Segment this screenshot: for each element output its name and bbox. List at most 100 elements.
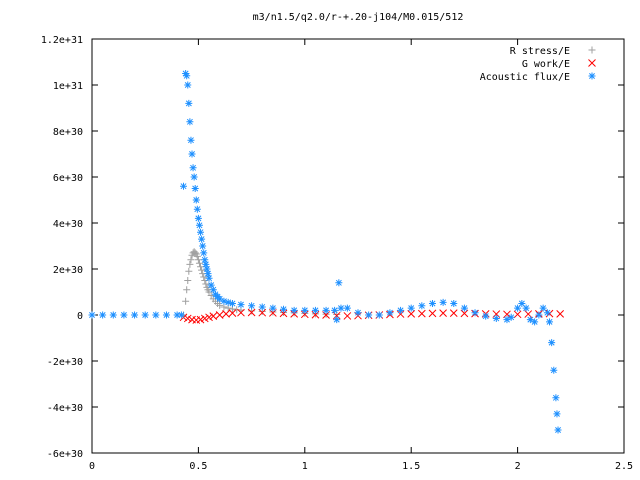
- series-2-point-54: [337, 304, 345, 312]
- series-0-point-15: [197, 263, 205, 271]
- series-0-point-4: [185, 267, 193, 275]
- legend-marker-1: [588, 59, 596, 67]
- series-2-point-75: [526, 316, 534, 324]
- series-0-point-16: [198, 266, 206, 274]
- series-1: [179, 308, 565, 324]
- series-2-point-9: [177, 311, 185, 319]
- x-tick-label-3: 1.5: [402, 461, 420, 472]
- series-2-point-60: [397, 306, 405, 314]
- x-tick-label-5: 2.5: [615, 461, 633, 472]
- series-2-point-34: [207, 281, 215, 289]
- series-2-point-0: [88, 311, 96, 319]
- series-1-point-29: [428, 309, 437, 318]
- series-0-point-18: [200, 273, 208, 281]
- series-2-point-24: [195, 221, 203, 229]
- series-2-point-56: [354, 309, 362, 317]
- series-2-point-49: [311, 306, 319, 314]
- series-1-point-27: [407, 309, 416, 318]
- series-2-point-77: [535, 311, 543, 319]
- series-2-point-55: [343, 304, 351, 312]
- series-2-point-42: [237, 301, 245, 309]
- series-2-point-70: [503, 316, 511, 324]
- series-2-point-78: [539, 304, 547, 312]
- series-2-point-61: [407, 304, 415, 312]
- y-tick-label-5: 4e+30: [53, 219, 83, 230]
- series-1-point-7: [209, 312, 218, 321]
- series-2-point-63: [428, 300, 436, 307]
- series-1-point-28: [417, 309, 426, 318]
- series-0-point-13: [194, 256, 202, 264]
- series-1-point-11: [237, 308, 245, 317]
- series-1-point-32: [460, 309, 469, 318]
- series-2-point-67: [471, 309, 479, 317]
- series-2-point-51: [331, 306, 339, 314]
- series-2-point-27: [199, 242, 207, 250]
- series-1-point-21: [343, 312, 352, 320]
- chart-title: m3/n1.5/q2.0/r-+.20-j104/M0.015/512: [253, 12, 464, 23]
- series-2-point-30: [202, 260, 210, 268]
- series-0-point-5: [186, 260, 194, 268]
- legend-symbol-2: [588, 72, 596, 80]
- series-2-point-6: [152, 311, 160, 319]
- series-2-point-10: [180, 182, 188, 190]
- series-2-point-21: [192, 196, 200, 204]
- series-2-point-1: [99, 311, 107, 319]
- series-1-point-6: [205, 313, 213, 322]
- series-2-point-4: [131, 311, 139, 319]
- series-0-point-3: [184, 277, 192, 284]
- series-2-point-8: [173, 311, 181, 319]
- series-2-point-32: [204, 270, 212, 278]
- series-0-point-12: [193, 252, 201, 260]
- legend-label-2: Acoustic flux/E: [480, 72, 570, 83]
- series-0-point-28: [216, 301, 224, 309]
- legend-label-0: R stress/E: [510, 46, 570, 57]
- series-2-point-13: [184, 81, 192, 89]
- y-tick-label-8: 1e+31: [53, 81, 83, 92]
- series-2-point-33: [205, 274, 213, 282]
- series-2-point-48: [301, 306, 309, 314]
- series-0-point-1: [182, 297, 190, 305]
- series-0-point-6: [187, 256, 195, 264]
- series-2-point-58: [375, 311, 383, 319]
- series-1-point-1: [183, 314, 192, 323]
- series-2-point-2: [109, 311, 117, 319]
- x-tick-label-2: 1: [302, 461, 308, 472]
- series-2-point-44: [258, 303, 266, 311]
- series-2-point-82: [550, 366, 558, 374]
- y-tick-label-1: -4e+30: [47, 403, 83, 414]
- series-2-point-31: [203, 265, 211, 273]
- legend-symbol-1: [588, 59, 596, 67]
- y-tick-label-3: 0: [77, 311, 83, 322]
- y-tick-label-7: 8e+30: [53, 127, 83, 138]
- series-2-point-28: [200, 249, 208, 257]
- series-0-point-2: [183, 286, 191, 294]
- series-2-point-22: [193, 205, 201, 213]
- series-2-point-20: [191, 185, 199, 192]
- legend-marker-0: [588, 46, 596, 54]
- legend-symbol-0: [588, 46, 596, 54]
- series-1-point-5: [200, 314, 209, 323]
- series-2-point-41: [228, 300, 236, 307]
- series-1-point-8: [215, 311, 224, 319]
- series-2-point-16: [187, 136, 195, 144]
- x-tick-label-0: 0: [89, 461, 95, 472]
- series-2-point-11: [182, 70, 190, 77]
- series-1-point-4: [196, 315, 205, 324]
- series-2-point-68: [482, 312, 490, 320]
- series-2-point-40: [224, 298, 232, 306]
- series-2-point-25: [197, 228, 205, 236]
- series-2-point-85: [554, 426, 562, 434]
- series-2-point-72: [514, 304, 522, 312]
- series-1-point-12: [247, 308, 256, 317]
- y-tick-label-9: 1.2e+31: [41, 35, 83, 46]
- series-1-point-30: [439, 309, 447, 318]
- series-1-point-17: [300, 310, 309, 319]
- series-2-point-12: [183, 72, 191, 80]
- series-2-point-45: [269, 304, 277, 312]
- series-2-point-52: [333, 316, 341, 324]
- series-2-point-80: [546, 318, 554, 326]
- series-2-point-83: [552, 394, 560, 402]
- series-1-point-37: [513, 310, 522, 319]
- series-1-point-36: [503, 310, 511, 319]
